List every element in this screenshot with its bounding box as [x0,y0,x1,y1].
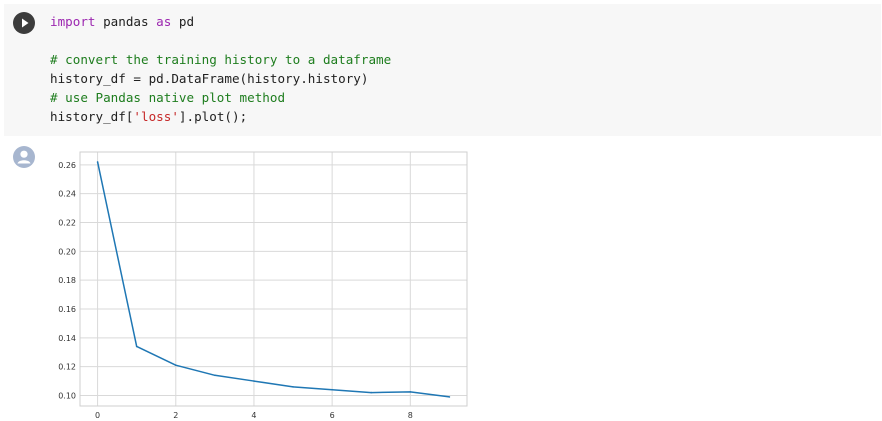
loss-data-point [292,386,294,388]
loss-data-point [331,388,333,391]
x-tick-label: 0 [95,411,100,420]
y-tick-label: 0.10 [58,391,76,400]
y-tick-label: 0.20 [58,247,76,256]
code-token: # use Pandas native plot method [50,90,286,105]
code-line: import pandas as pd [50,12,391,31]
x-tick-label: 2 [173,411,178,420]
code-token: history_df = pd.DataFrame(history.histor… [50,71,369,86]
code-token: history_df[ [50,109,134,124]
y-tick-label: 0.18 [58,276,76,285]
y-tick-label: 0.24 [58,190,76,199]
code-line: # convert the training history to a data… [50,50,391,69]
loss-data-point [135,345,138,348]
run-cell-button[interactable] [13,12,35,34]
code-editor[interactable]: import pandas as pd # convert the trainin… [50,12,391,126]
plot-area [80,152,467,406]
loss-data-point [448,396,451,398]
x-tick-label: 4 [251,411,256,420]
code-token: pd [171,14,195,29]
code-line: history_df = pd.DataFrame(history.histor… [50,69,391,88]
code-token: 'loss' [133,109,179,124]
loss-data-point [214,374,216,377]
y-tick-label: 0.16 [58,305,76,314]
code-token: pandas [95,14,157,29]
code-token: ].plot(); [178,109,248,124]
y-tick-label: 0.26 [58,161,76,170]
plot-frame [79,151,468,407]
x-tick-label: 8 [408,411,413,420]
code-line: # use Pandas native plot method [50,88,391,107]
code-token: # convert the training history to a data… [50,52,392,67]
x-tick-label: 6 [330,411,335,420]
loss-series-line [96,161,450,398]
loss-data-point [253,380,255,382]
code-token: as [156,14,172,29]
y-tick-label: 0.14 [58,334,76,343]
code-line: history_df['loss'].plot(); [50,107,391,126]
user-avatar-icon [13,146,35,168]
loss-data-point [370,391,373,394]
loss-data-point [96,161,99,163]
y-tick-label: 0.12 [58,363,76,372]
code-token: import [50,14,96,29]
loss-data-point [174,364,177,367]
loss-data-point [409,391,412,393]
play-icon [22,18,29,28]
code-cell[interactable] [4,4,881,136]
y-tick-label: 0.22 [58,218,76,227]
